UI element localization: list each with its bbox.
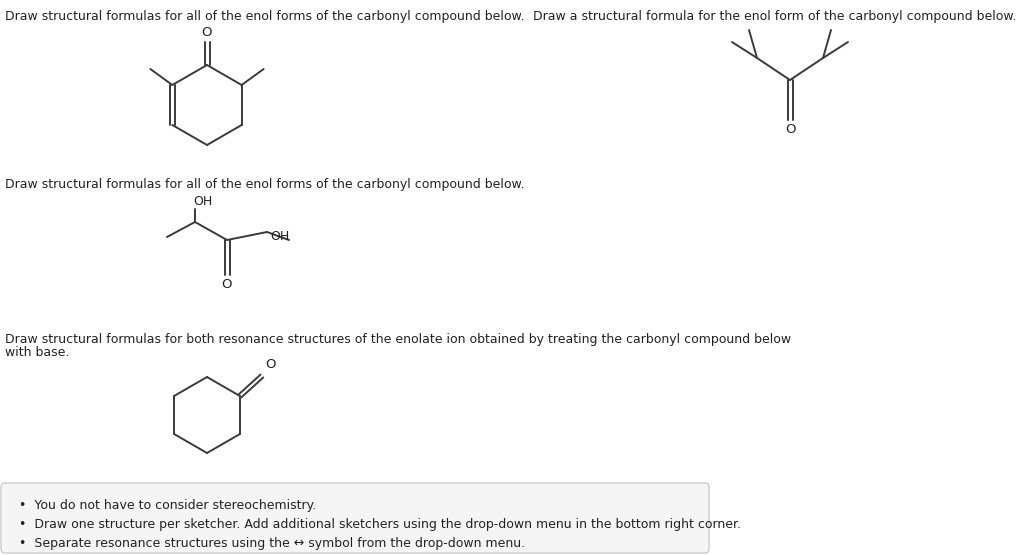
- Text: Draw structural formulas for all of the enol forms of the carbonyl compound belo: Draw structural formulas for all of the …: [5, 178, 524, 191]
- Text: O: O: [784, 123, 796, 136]
- Text: OH: OH: [193, 195, 212, 208]
- FancyBboxPatch shape: [1, 483, 709, 553]
- Text: •  Separate resonance structures using the ↔ symbol from the drop-down menu.: • Separate resonance structures using th…: [19, 537, 525, 550]
- Text: O: O: [265, 358, 275, 371]
- Text: with base.: with base.: [5, 346, 70, 359]
- Text: •  Draw one structure per sketcher. Add additional sketchers using the drop-down: • Draw one structure per sketcher. Add a…: [19, 518, 741, 531]
- Text: OH: OH: [270, 230, 289, 244]
- Text: Draw a structural formula for the enol form of the carbonyl compound below.: Draw a structural formula for the enol f…: [534, 10, 1017, 23]
- Text: Draw structural formulas for all of the enol forms of the carbonyl compound belo: Draw structural formulas for all of the …: [5, 10, 524, 23]
- Text: O: O: [222, 278, 232, 291]
- Text: Draw structural formulas for both resonance structures of the enolate ion obtain: Draw structural formulas for both resona…: [5, 333, 792, 346]
- Text: •  You do not have to consider stereochemistry.: • You do not have to consider stereochem…: [19, 499, 316, 512]
- Text: O: O: [202, 26, 212, 39]
